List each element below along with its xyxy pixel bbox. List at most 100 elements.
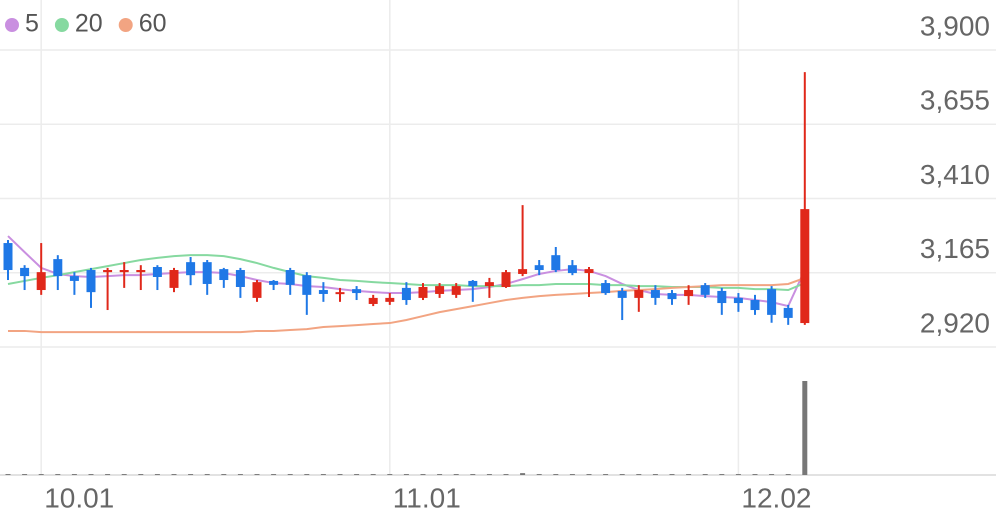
candle-body <box>302 275 312 295</box>
legend-label: 60 <box>139 10 167 38</box>
candle-body <box>53 259 63 277</box>
candle-body <box>667 293 677 300</box>
volume-bar <box>503 474 509 475</box>
y-tick-label: 3,410 <box>920 159 990 190</box>
candle-body <box>468 280 478 287</box>
volume-bar <box>5 474 11 475</box>
y-tick-label: 2,920 <box>920 307 990 338</box>
volume-bar <box>470 474 476 475</box>
candle-body <box>484 282 494 287</box>
candle-body <box>501 272 511 287</box>
ma-line <box>8 276 806 334</box>
volume-bar <box>719 474 725 475</box>
volume-bar <box>188 474 194 475</box>
volume-bar <box>453 474 459 475</box>
candle-body <box>418 286 428 298</box>
volume-bar <box>437 474 443 475</box>
candle-body <box>285 270 295 285</box>
volume-bar <box>154 474 160 475</box>
candle-body <box>518 269 528 274</box>
legend-swatch <box>54 18 69 32</box>
volume-bar <box>320 474 326 475</box>
candle-body <box>717 290 727 304</box>
volume-bar <box>702 474 708 475</box>
candle-body <box>451 286 461 295</box>
candle-body <box>551 255 561 271</box>
candle-body <box>103 270 113 273</box>
candle-body <box>69 276 79 281</box>
candle-body <box>252 282 262 298</box>
candle-body <box>435 286 445 294</box>
candle-body <box>800 209 810 324</box>
volume-bar <box>802 381 808 475</box>
volume-bar <box>669 474 675 475</box>
volume-bar <box>370 474 376 475</box>
volume-bar <box>686 474 692 475</box>
y-tick-label: 3,900 <box>920 10 990 41</box>
candle-body <box>567 265 577 274</box>
volume-bar <box>138 474 144 475</box>
legend-label: 5 <box>25 10 39 38</box>
candle-body <box>335 292 345 295</box>
volume-bar <box>204 474 210 475</box>
volume-bar <box>785 474 791 475</box>
candle-body <box>136 270 146 273</box>
candle-body <box>152 266 162 277</box>
volume-bar <box>636 474 642 475</box>
candle-body <box>534 265 544 271</box>
candle-body <box>700 285 710 295</box>
candle-body <box>584 269 594 274</box>
volume-bar <box>652 474 658 475</box>
volume-bar <box>304 474 310 475</box>
x-tick-label: 10.01 <box>44 482 114 513</box>
x-tick-label: 11.01 <box>393 482 461 513</box>
candle-body <box>235 270 245 287</box>
volume-bar <box>403 474 409 475</box>
volume-bar <box>619 474 625 475</box>
volume-bar <box>536 474 542 475</box>
candle-body <box>733 297 743 304</box>
volume-bar <box>337 474 343 475</box>
candle-body <box>601 283 611 294</box>
candle-body <box>783 307 793 318</box>
volume-bar <box>22 474 28 475</box>
volume-bar <box>569 474 575 475</box>
volume-bar <box>105 474 111 475</box>
volume-bar <box>769 474 775 475</box>
volume-bar <box>354 474 360 475</box>
volume-bar <box>55 474 61 475</box>
candle-body <box>269 280 279 285</box>
candle-body <box>401 287 411 301</box>
candle-body <box>36 272 46 291</box>
volume-bar <box>553 474 559 475</box>
candle-body <box>318 290 328 294</box>
volume-bar <box>735 474 741 475</box>
volume-bar <box>287 474 293 475</box>
legend-label: 20 <box>75 10 103 38</box>
volume-bar <box>121 474 127 475</box>
candle-body <box>385 297 395 302</box>
candle-body <box>202 262 212 284</box>
y-tick-label: 3,655 <box>920 85 990 116</box>
candle-body <box>617 290 627 298</box>
candle-body <box>750 300 760 311</box>
x-tick-label: 12.02 <box>741 482 811 513</box>
candle-body <box>650 290 660 298</box>
volume-bar <box>603 474 609 475</box>
candle-body <box>352 289 362 294</box>
candle-body <box>634 290 644 298</box>
volume-bar <box>88 474 94 475</box>
volume-bar <box>237 474 243 475</box>
y-tick-label: 3,165 <box>920 233 990 264</box>
volume-bar <box>221 474 227 475</box>
candle-body <box>86 270 96 293</box>
candle-body <box>219 269 229 281</box>
volume-bar <box>171 474 177 475</box>
candle-body <box>20 267 30 277</box>
volume-bar <box>38 474 44 475</box>
candle-body <box>186 262 196 276</box>
volume-bar <box>486 474 492 475</box>
volume-bar <box>752 474 758 475</box>
volume-bar <box>254 474 260 475</box>
